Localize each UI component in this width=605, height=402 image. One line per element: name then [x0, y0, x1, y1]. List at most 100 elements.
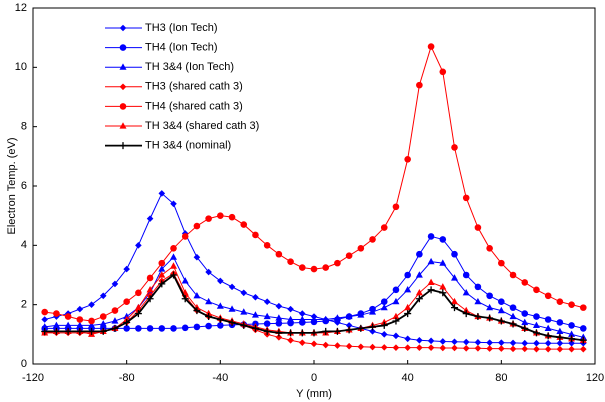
marker — [579, 345, 587, 353]
marker — [439, 283, 447, 290]
marker — [509, 339, 517, 347]
marker — [181, 233, 189, 240]
marker — [263, 312, 271, 320]
x-tick-label: -80 — [119, 372, 135, 384]
marker — [462, 271, 470, 279]
marker — [369, 308, 377, 315]
marker — [498, 259, 505, 267]
marker — [263, 320, 271, 327]
marker — [369, 328, 376, 335]
marker — [111, 307, 119, 314]
marker — [556, 327, 564, 334]
marker — [474, 313, 482, 321]
marker — [334, 342, 341, 349]
marker — [380, 331, 388, 338]
marker — [427, 337, 435, 345]
marker — [509, 271, 517, 279]
marker — [275, 329, 283, 337]
marker — [158, 259, 166, 267]
legend-label: TH4 (Ion Tech) — [145, 42, 218, 54]
marker — [334, 259, 341, 267]
marker — [310, 340, 318, 348]
marker — [439, 344, 447, 352]
marker — [462, 338, 470, 346]
marker — [579, 304, 587, 311]
marker — [275, 250, 283, 258]
marker — [135, 325, 142, 332]
marker — [521, 345, 529, 353]
marker — [41, 327, 49, 335]
y-tick-label: 0 — [21, 358, 27, 370]
marker — [181, 295, 189, 303]
marker — [404, 344, 411, 351]
marker — [123, 325, 130, 332]
marker — [404, 310, 412, 318]
marker — [404, 286, 412, 293]
marker — [486, 303, 494, 311]
marker — [146, 286, 154, 293]
marker — [263, 298, 271, 305]
marker — [193, 307, 201, 315]
marker — [462, 344, 470, 352]
marker — [404, 271, 411, 279]
marker — [427, 278, 435, 286]
marker — [544, 339, 552, 347]
marker — [193, 222, 201, 230]
marker — [544, 345, 552, 353]
marker — [228, 283, 236, 291]
marker — [345, 326, 353, 334]
y-axis-label: Electron Temp. (eV) — [6, 137, 18, 234]
marker — [380, 224, 388, 231]
marker — [205, 309, 213, 317]
marker — [357, 343, 365, 351]
marker — [170, 245, 177, 252]
marker — [158, 271, 166, 278]
marker — [345, 342, 353, 350]
y-tick-label: 6 — [21, 180, 27, 192]
marker — [521, 324, 529, 332]
marker — [181, 324, 189, 332]
marker — [544, 332, 552, 340]
marker — [427, 233, 435, 240]
marker — [64, 313, 72, 320]
marker — [76, 327, 84, 335]
marker — [310, 265, 318, 273]
marker — [497, 317, 505, 325]
marker — [556, 345, 564, 353]
legend-marker — [119, 142, 127, 150]
legend-marker — [119, 103, 127, 110]
marker — [252, 293, 259, 301]
legend-marker — [119, 83, 127, 91]
marker — [392, 203, 400, 211]
marker — [521, 339, 529, 347]
marker — [544, 324, 552, 331]
marker — [439, 338, 447, 345]
marker — [111, 280, 119, 288]
marker — [310, 329, 318, 337]
y-tick-label: 4 — [21, 239, 27, 251]
marker — [568, 330, 576, 337]
marker — [193, 253, 201, 261]
marker — [53, 310, 60, 317]
marker — [544, 316, 552, 323]
marker — [498, 339, 505, 346]
marker — [404, 156, 411, 163]
marker — [228, 305, 236, 312]
legend-label: TH 3&4 (nominal) — [145, 140, 231, 152]
marker — [123, 298, 130, 306]
marker — [369, 323, 377, 331]
marker — [146, 325, 154, 332]
marker — [521, 318, 529, 326]
marker — [474, 283, 482, 291]
marker — [287, 336, 294, 344]
marker — [451, 304, 458, 312]
series-line — [44, 45, 584, 322]
marker — [392, 332, 400, 340]
marker — [123, 318, 131, 326]
marker — [228, 213, 236, 221]
marker — [369, 343, 376, 351]
marker — [158, 265, 166, 272]
marker — [41, 323, 49, 330]
marker — [392, 317, 400, 325]
marker — [205, 268, 212, 276]
